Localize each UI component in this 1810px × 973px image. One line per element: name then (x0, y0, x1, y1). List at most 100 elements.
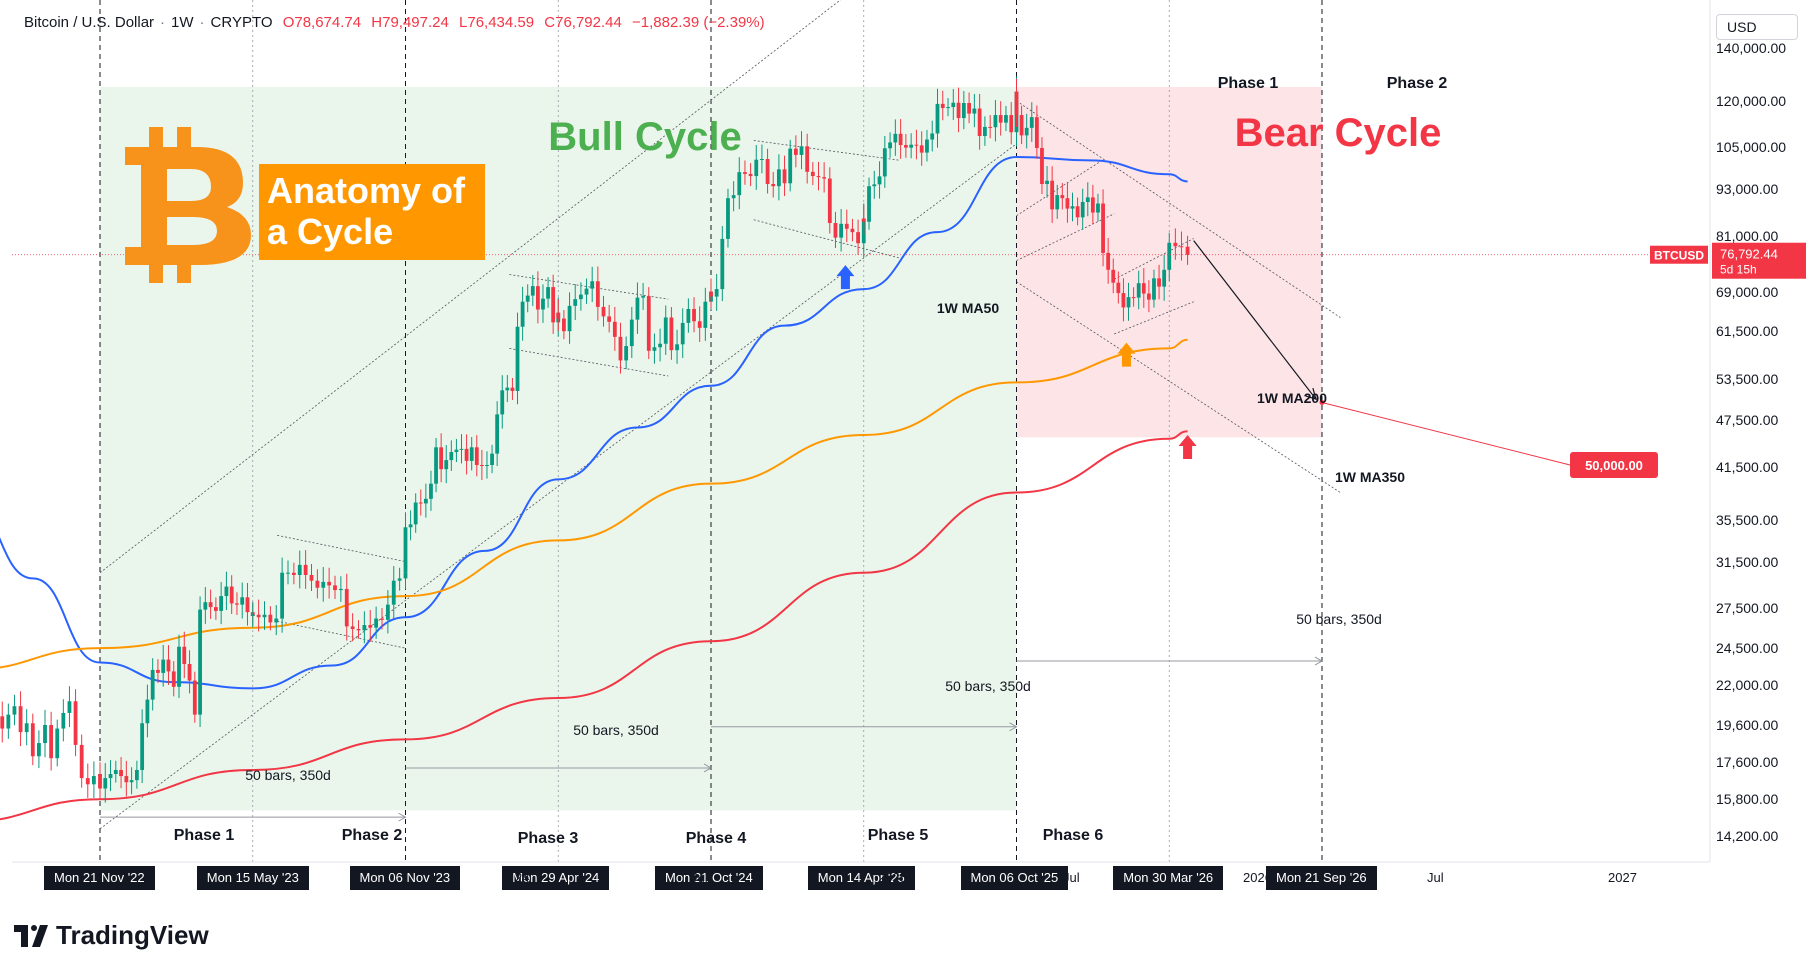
candle-body (85, 778, 90, 785)
candle (510, 377, 515, 400)
consolidation-upper (753, 140, 901, 161)
candle (229, 575, 234, 614)
candle-body (782, 169, 787, 184)
candle (286, 560, 290, 585)
candle (208, 589, 213, 619)
candle-body (856, 232, 860, 244)
bars-label: 50 bars, 350d (1296, 611, 1382, 627)
candle-body (1045, 180, 1049, 185)
price-tick-label: 22,000.00 (1716, 677, 1779, 694)
candle-body (171, 671, 176, 687)
candle (595, 266, 600, 321)
candle (134, 760, 139, 789)
candle (274, 605, 279, 636)
candle (935, 88, 940, 148)
candle (49, 711, 54, 771)
candle-body (505, 387, 510, 391)
candle-body (1136, 283, 1141, 298)
candle-body (1096, 203, 1100, 213)
candle (224, 571, 229, 611)
bear-cycle-label: Bear Cycle (1235, 111, 1442, 155)
candle-body (429, 483, 433, 499)
candle-body (150, 669, 155, 700)
date-tag: Mon 06 Oct '25 (960, 866, 1069, 890)
candle-body (464, 448, 469, 461)
currency-button[interactable]: USD (1716, 14, 1798, 40)
candle (434, 437, 438, 493)
anatomy-title-line1: Anatomy of (267, 170, 466, 211)
candle-body (274, 618, 279, 623)
candle (474, 435, 479, 477)
bull-phase-label: Phase 4 (686, 830, 747, 847)
candle (1014, 78, 1019, 128)
candle-body (765, 159, 770, 185)
candle (356, 620, 361, 639)
ma50-label: 1W MA50 (937, 300, 999, 316)
interval[interactable]: 1W (171, 14, 194, 31)
candle (385, 590, 390, 634)
candle-body (344, 588, 349, 627)
candle-body (1029, 117, 1034, 128)
candle-body (1034, 117, 1039, 148)
candle-body (297, 564, 302, 575)
last-price-box (1712, 242, 1806, 279)
tradingview-logo[interactable]: TradingView (14, 920, 209, 951)
candle (961, 91, 966, 130)
candle (877, 161, 882, 199)
candle (91, 761, 96, 799)
candle (635, 282, 640, 334)
candle (972, 93, 977, 128)
candle (423, 483, 428, 518)
candle-body (6, 714, 11, 729)
candle (977, 93, 982, 150)
candle (85, 763, 90, 798)
date-tag: Mon 21 Oct '24 (655, 866, 763, 890)
candle-body (187, 663, 192, 681)
candle-body (350, 626, 355, 630)
candle (675, 329, 679, 364)
candle (850, 218, 855, 242)
ma50-arrow-icon (836, 265, 855, 290)
candle-body (618, 336, 623, 361)
candle (641, 282, 646, 310)
symbol-name[interactable]: Bitcoin / U.S. Dollar (24, 14, 155, 31)
projection-arrowhead (1305, 387, 1317, 400)
candle-body (434, 447, 438, 484)
candle-body (1141, 283, 1146, 294)
date-tag: Mon 06 Nov '23 (349, 866, 461, 890)
candle-body (805, 146, 810, 172)
candle (37, 730, 41, 769)
candle-body (877, 176, 882, 185)
ma200-arrow-icon (1117, 342, 1136, 367)
candle-body (888, 142, 892, 149)
branding-text: TradingView (56, 920, 209, 950)
candle (760, 144, 764, 174)
bear-flag-upper (1114, 238, 1194, 280)
candle (805, 133, 810, 184)
candle-body (1019, 115, 1024, 136)
candle-body (333, 585, 337, 591)
candle-body (1075, 206, 1080, 218)
bars-label: 50 bars, 350d (573, 722, 659, 738)
candle (1185, 235, 1190, 265)
candle (321, 566, 326, 602)
candle-body (490, 453, 494, 466)
candle (18, 691, 23, 747)
candle-body (1101, 203, 1105, 253)
candle-body (726, 198, 730, 239)
candle-body (737, 172, 742, 196)
candle-body (182, 646, 187, 664)
candle (1060, 182, 1065, 210)
candle (182, 631, 187, 679)
candle (1116, 271, 1121, 304)
candle (584, 278, 589, 304)
candle (925, 130, 929, 162)
candle (731, 181, 736, 212)
candle-body (720, 238, 725, 290)
candle-body (368, 625, 373, 628)
candle-body (321, 581, 326, 588)
candle-body (697, 321, 702, 328)
